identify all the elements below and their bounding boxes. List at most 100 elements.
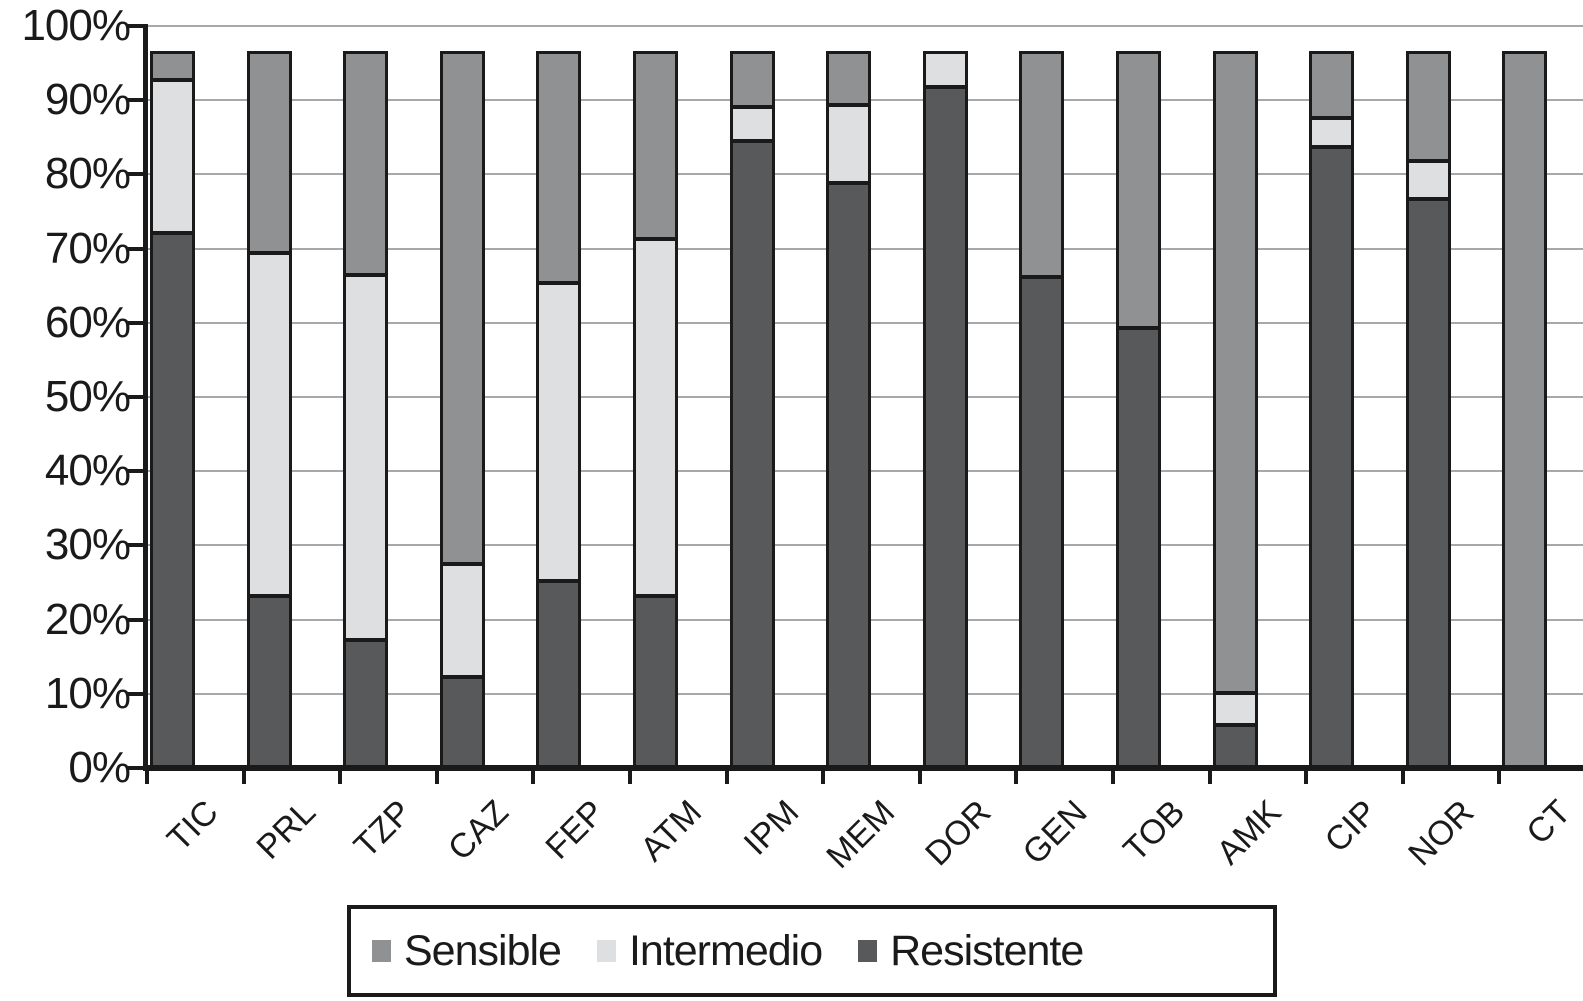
- bar-segment-intermedio-atm: [636, 236, 675, 595]
- y-tick-30: [128, 543, 145, 547]
- gridline-100: [147, 25, 1583, 27]
- bar-segment-intermedio-amk: [1216, 691, 1255, 723]
- bar-nor: [1406, 51, 1451, 768]
- x-tick-13: [1401, 771, 1405, 784]
- legend-swatch-resistente: [858, 940, 878, 962]
- bar-ct: [1502, 51, 1547, 768]
- bar-segment-intermedio-ipm: [733, 104, 772, 139]
- x-tick-label-mem: MEM: [818, 793, 902, 876]
- x-tick-label-atm: ATM: [633, 793, 709, 869]
- x-tick-9: [1014, 771, 1018, 784]
- bar-segment-sensible-tic: [153, 54, 192, 79]
- bar-segment-sensible-gen: [1022, 54, 1061, 275]
- bar-segment-sensible-tob: [1119, 54, 1158, 327]
- legend-label-sensible: Sensible: [404, 926, 562, 975]
- bar-segment-intermedio-tic: [153, 78, 192, 231]
- y-tick-label-20: 20%: [44, 595, 131, 644]
- bar-segment-sensible-mem: [829, 54, 868, 103]
- x-tick-label-dor: DOR: [918, 793, 999, 874]
- y-tick-80: [128, 172, 145, 176]
- bar-segment-resistente-atm: [636, 594, 675, 765]
- bar-segment-sensible-ct: [1505, 54, 1544, 765]
- bar-segment-resistente-dor: [926, 84, 965, 765]
- bar-segment-sensible-fep: [539, 54, 578, 282]
- bar-segment-sensible-caz: [443, 54, 482, 562]
- bar-atm: [633, 51, 678, 768]
- bar-segment-intermedio-cip: [1312, 115, 1351, 146]
- x-tick-label-gen: GEN: [1015, 793, 1095, 872]
- legend-box: Sensible Intermedio Resistente: [347, 905, 1277, 997]
- y-tick-label-0: 0%: [68, 743, 131, 792]
- bar-segment-resistente-fep: [539, 578, 578, 765]
- y-axis-line: [143, 24, 148, 771]
- bar-tic: [150, 51, 195, 768]
- y-tick-label-90: 90%: [44, 75, 131, 124]
- x-tick-12: [1304, 771, 1308, 784]
- y-tick-0: [128, 766, 145, 770]
- bar-segment-sensible-tzp: [346, 54, 385, 274]
- bar-segment-resistente-tzp: [346, 637, 385, 765]
- x-tick-label-prl: PRL: [249, 793, 323, 867]
- y-tick-label-70: 70%: [44, 224, 131, 273]
- x-tick-label-tob: TOB: [1116, 793, 1192, 869]
- x-tick-11: [1208, 771, 1212, 784]
- bar-amk: [1213, 51, 1258, 768]
- x-tick-4: [531, 771, 535, 784]
- bar-segment-resistente-caz: [443, 675, 482, 765]
- bar-segment-intermedio-nor: [1409, 158, 1448, 197]
- legend-swatch-intermedio: [596, 940, 616, 962]
- y-tick-label-10: 10%: [44, 669, 131, 718]
- bar-mem: [826, 51, 871, 768]
- y-tick-label-40: 40%: [44, 446, 131, 495]
- y-tick-60: [128, 321, 145, 325]
- bar-segment-sensible-prl: [250, 54, 289, 252]
- legend-item-sensible: Sensible: [372, 926, 562, 976]
- y-tick-50: [128, 395, 145, 399]
- x-tick-14: [1497, 771, 1501, 784]
- bar-segment-intermedio-fep: [539, 281, 578, 579]
- y-tick-label-80: 80%: [44, 149, 131, 198]
- y-tick-90: [128, 98, 145, 102]
- legend-label-intermedio: Intermedio: [628, 926, 823, 975]
- legend-item-intermedio: Intermedio: [596, 926, 823, 976]
- y-tick-10: [128, 692, 145, 696]
- legend-label-resistente: Resistente: [890, 926, 1084, 975]
- x-tick-label-ipm: IPM: [736, 793, 806, 863]
- bar-tob: [1116, 51, 1161, 768]
- y-tick-label-100: 100%: [21, 1, 131, 50]
- y-tick-label-60: 60%: [44, 298, 131, 347]
- x-tick-6: [725, 771, 729, 784]
- x-tick-label-tic: TIC: [160, 793, 226, 859]
- x-tick-label-ct: CT: [1518, 793, 1578, 852]
- bar-segment-resistente-prl: [250, 594, 289, 765]
- x-tick-label-fep: FEP: [538, 793, 612, 867]
- bar-segment-resistente-nor: [1409, 196, 1448, 765]
- y-tick-label-30: 30%: [44, 520, 131, 569]
- bar-fep: [536, 51, 581, 768]
- bar-segment-intermedio-mem: [829, 102, 868, 182]
- bar-segment-sensible-ipm: [733, 54, 772, 105]
- bar-segment-resistente-tic: [153, 230, 192, 765]
- bar-prl: [247, 51, 292, 768]
- x-tick-8: [918, 771, 922, 784]
- bar-segment-intermedio-tzp: [346, 273, 385, 638]
- x-tick-7: [821, 771, 825, 784]
- bar-dor: [923, 51, 968, 768]
- y-tick-40: [128, 469, 145, 473]
- bar-segment-intermedio-caz: [443, 561, 482, 676]
- legend-swatch-sensible: [372, 940, 391, 962]
- x-tick-0: [145, 771, 149, 784]
- bar-segment-sensible-amk: [1216, 54, 1255, 692]
- y-tick-100: [128, 24, 145, 28]
- bar-segment-resistente-gen: [1022, 274, 1061, 765]
- x-tick-label-cip: CIP: [1317, 793, 1385, 860]
- x-tick-5: [628, 771, 632, 784]
- bar-cip: [1309, 51, 1354, 768]
- bar-segment-intermedio-dor: [926, 54, 965, 85]
- x-tick-2: [338, 771, 342, 784]
- x-tick-label-nor: NOR: [1401, 793, 1482, 874]
- bar-caz: [440, 51, 485, 768]
- x-tick-label-amk: AMK: [1209, 793, 1289, 872]
- x-tick-10: [1111, 771, 1115, 784]
